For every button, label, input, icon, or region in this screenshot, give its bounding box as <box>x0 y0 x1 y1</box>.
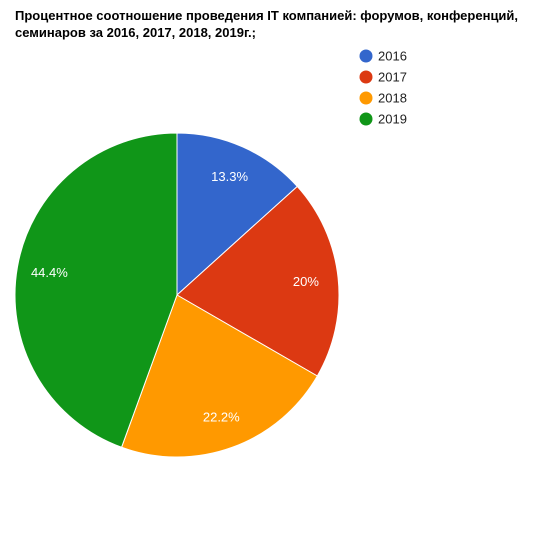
pie-slice-2017[interactable] <box>176 185 340 377</box>
slice-label-2017: 20% <box>293 274 319 289</box>
legend-item-2017[interactable]: 2017 <box>359 70 407 85</box>
slice-label-2019: 44.4% <box>31 265 68 280</box>
pie-slice-2016[interactable] <box>176 132 298 297</box>
legend-label-2018: 2018 <box>378 91 407 106</box>
legend-label-2019: 2019 <box>378 112 407 127</box>
legend-item-2016[interactable]: 2016 <box>359 49 407 64</box>
legend-marker-2016 <box>359 49 373 63</box>
pie-slice-2019[interactable] <box>14 132 178 448</box>
legend-item-2019[interactable]: 2019 <box>359 112 407 127</box>
legend-label-2017: 2017 <box>378 70 407 85</box>
pie-slice-labels: 13.3% 20% 22.2% 44.4% <box>31 169 319 424</box>
legend-marker-2017 <box>359 70 373 84</box>
pie-slice-2018[interactable] <box>120 294 318 458</box>
legend-item-2018[interactable]: 2018 <box>359 91 407 106</box>
chart-legend: 2016 2017 2018 2019 <box>359 49 407 127</box>
pie-slices <box>14 132 340 458</box>
chart-title: Процентное соотношение проведения IT ком… <box>15 8 519 40</box>
legend-marker-2018 <box>359 91 373 105</box>
legend-marker-2019 <box>359 112 373 126</box>
slice-label-2016: 13.3% <box>211 169 248 184</box>
slice-label-2018: 22.2% <box>203 409 240 424</box>
legend-label-2016: 2016 <box>378 49 407 64</box>
